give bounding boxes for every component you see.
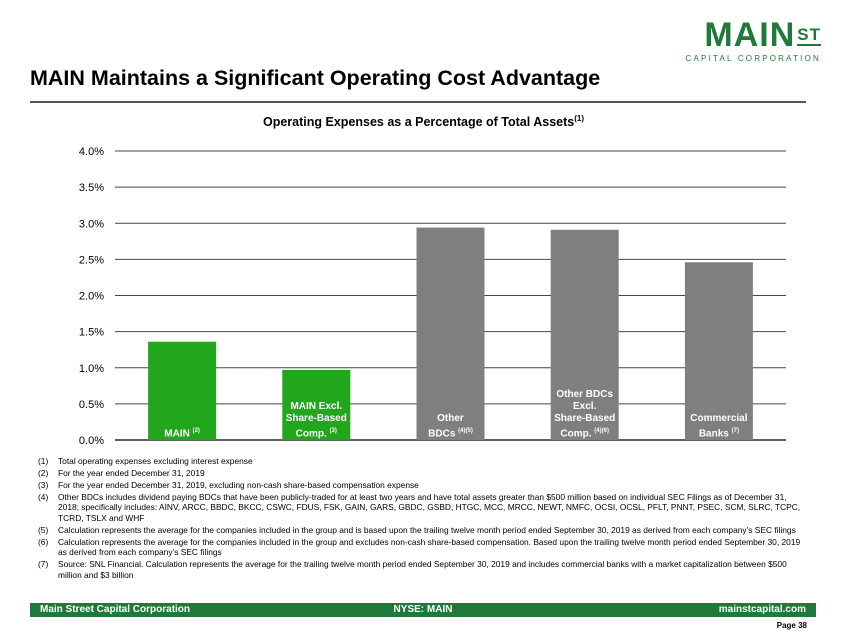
title-divider bbox=[30, 101, 806, 103]
logo-main-text: MAIN bbox=[704, 16, 796, 54]
y-tick-label: 2.5% bbox=[79, 254, 104, 266]
bar-category-label: Other BDCs (4)(5) bbox=[406, 413, 496, 440]
footer-ticker: NYSE: MAIN bbox=[393, 604, 453, 615]
chart-title: Operating Expenses as a Percentage of To… bbox=[0, 114, 847, 129]
bar bbox=[148, 341, 217, 440]
footnote: (1) Total operating expenses excluding in… bbox=[38, 456, 808, 466]
y-tick-label: 0.5% bbox=[79, 399, 104, 411]
bar bbox=[550, 229, 619, 440]
bar-category-label: MAIN (2) bbox=[137, 425, 227, 440]
slide-title: MAIN Maintains a Significant Operating C… bbox=[30, 66, 601, 90]
footnote-number: (6) bbox=[38, 536, 49, 547]
company-logo: MAIN ST CAPITAL CORPORATION bbox=[686, 18, 821, 63]
bar-category-line: MAIN Excl. bbox=[290, 401, 343, 412]
footnote: (5) Calculation represents the average fo… bbox=[38, 525, 808, 535]
bar-category-line: MAIN (2) bbox=[164, 428, 200, 440]
bar-category-note: (3) bbox=[329, 428, 337, 434]
bar-category-line: Comp. (4)(6) bbox=[560, 428, 609, 440]
footnote-text: Calculation represents the average for t… bbox=[58, 536, 801, 558]
footnote-text: Calculation represents the average for t… bbox=[58, 524, 796, 535]
chart-title-text: Operating Expenses as a Percentage of To… bbox=[262, 115, 575, 130]
y-tick-label: 2.0% bbox=[79, 291, 104, 303]
logo-wordmark: MAIN ST bbox=[686, 18, 821, 52]
footnote: (3) For the year ended December 31, 2019,… bbox=[38, 480, 808, 490]
bar-category-note: (7) bbox=[731, 428, 739, 434]
bar-category-note: (4)(6) bbox=[594, 428, 609, 434]
footnote: (2) For the year ended December 31, 2019 bbox=[38, 468, 808, 478]
bar-category-line: Other bbox=[437, 413, 464, 424]
footer-website[interactable]: mainstcapital.com bbox=[718, 604, 806, 615]
bar-category-line: Share-Based bbox=[554, 413, 616, 424]
bar-category-label: Commercial Banks (7) bbox=[674, 413, 764, 440]
y-tick-label: 3.0% bbox=[79, 218, 104, 230]
footnote: (7) Source: SNL Financial. Calculation re… bbox=[38, 559, 808, 580]
chart-title-note: (1) bbox=[574, 114, 584, 123]
y-tick-label: 3.5% bbox=[79, 182, 104, 194]
footnotes: (1) Total operating expenses excluding in… bbox=[38, 456, 808, 582]
bar bbox=[684, 262, 753, 440]
y-tick-label: 1.0% bbox=[79, 363, 104, 375]
bar-category-line: Comp. (3) bbox=[295, 428, 337, 440]
logo-subtitle: CAPITAL CORPORATION bbox=[685, 54, 821, 63]
y-tick-label: 0.0% bbox=[79, 435, 104, 447]
footnote-text: Other BDCs includes dividend paying BDCs… bbox=[58, 492, 801, 523]
footnote-number: (3) bbox=[38, 480, 49, 490]
logo-st-text: ST bbox=[797, 25, 821, 46]
footnote-text: Total operating expenses excluding inter… bbox=[58, 456, 253, 466]
footnote-text: For the year ended December 31, 2019 bbox=[58, 468, 205, 478]
bar-category-line: Commercial bbox=[690, 413, 748, 424]
y-tick-label: 1.5% bbox=[79, 327, 104, 339]
footnote-text: Source: SNL Financial. Calculation repre… bbox=[58, 559, 787, 580]
bar-chart: 0.0% 0.5% 1.0% 1.5% 2.0% 2.5% 3.0% 3.5% 4.0% bbox=[79, 146, 786, 447]
bar-category-label: Other BDCs Excl. Share-Based Comp. (4)(6) bbox=[540, 389, 630, 440]
footnote-text: For the year ended December 31, 2019, ex… bbox=[58, 480, 419, 490]
bar-category-line: Banks (7) bbox=[698, 428, 739, 440]
footnote-number: (7) bbox=[38, 559, 49, 570]
footnote: (6) Calculation represents the average fo… bbox=[38, 537, 808, 558]
footnote-number: (2) bbox=[38, 468, 49, 478]
footnote-number: (4) bbox=[38, 492, 49, 502]
bar-category-line: BDCs (4)(5) bbox=[428, 428, 473, 440]
page-number: Page 38 bbox=[776, 621, 807, 630]
footnote-number: (1) bbox=[38, 456, 49, 466]
footer-bar: Main Street Capital Corporation NYSE: MA… bbox=[30, 603, 816, 617]
bar bbox=[282, 369, 351, 440]
y-tick-label: 4.0% bbox=[79, 146, 104, 158]
bar-category-note: (2) bbox=[192, 428, 200, 434]
bar bbox=[416, 227, 485, 440]
footer-company: Main Street Capital Corporation bbox=[40, 604, 191, 615]
footnote: (4) Other BDCs includes dividend paying B… bbox=[38, 492, 808, 523]
footnote-number: (5) bbox=[38, 524, 49, 535]
bar-category-line: Excl. bbox=[573, 401, 597, 412]
bar-category-label: MAIN Excl. Share-Based Comp. (3) bbox=[271, 401, 361, 440]
bar-category-note: (4)(5) bbox=[458, 428, 473, 434]
bar-category-line: Other BDCs bbox=[556, 389, 614, 400]
bar-category-line: Share-Based bbox=[285, 413, 347, 424]
